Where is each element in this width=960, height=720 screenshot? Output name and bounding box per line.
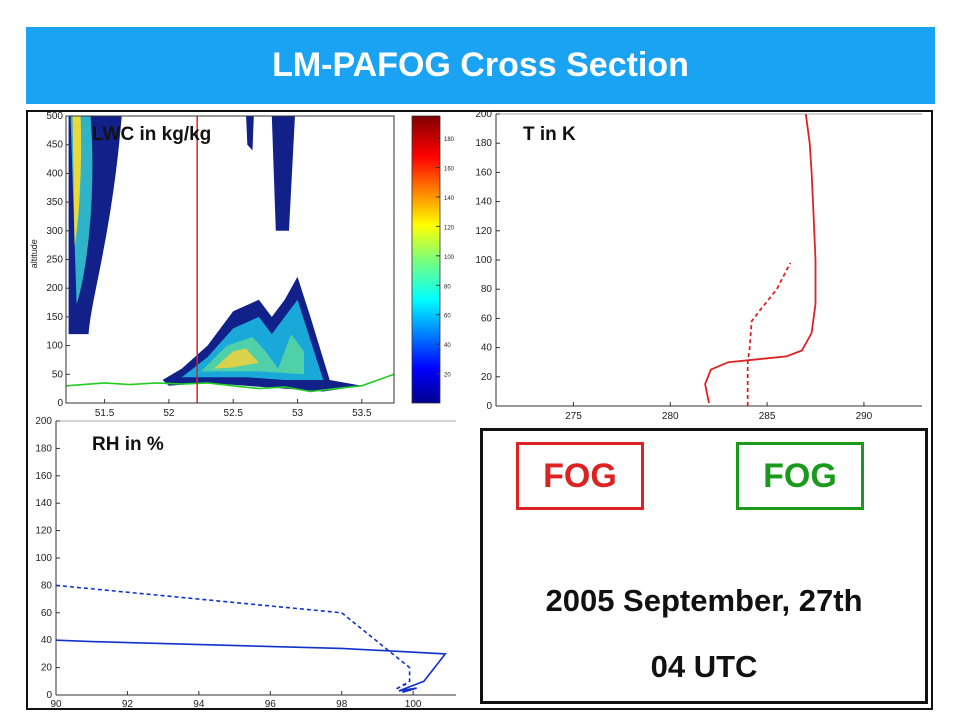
rh-plot-background <box>56 421 456 695</box>
lwc-y-tick-label: 400 <box>46 168 63 179</box>
lwc-y-tick-label: 150 <box>46 312 63 323</box>
lwc-y-tick-label: 450 <box>46 140 63 151</box>
temperature-title: T in K <box>523 124 576 145</box>
rh-y-tick-label: 0 <box>46 690 52 701</box>
temperature-y-tick-label: 100 <box>475 255 492 266</box>
rh-y-tick-label: 40 <box>41 635 53 646</box>
temperature-x-tick-label: 290 <box>856 411 873 422</box>
lwc-y-tick-label: 300 <box>46 226 63 237</box>
rh-x-tick-label: 100 <box>405 699 422 710</box>
page-title: LM-PAFOG Cross Section <box>272 46 689 84</box>
temperature-y-tick-label: 80 <box>481 284 493 295</box>
lwc-colorbar-tick-label: 120 <box>444 225 455 231</box>
info-box <box>480 428 928 704</box>
lwc-colorbar-tick-label: 160 <box>444 167 455 173</box>
rh-series-solid <box>55 639 447 694</box>
lwc-colorbar-tick-label: 180 <box>444 137 455 143</box>
lwc-x-tick-label: 53.5 <box>352 408 372 419</box>
lwc-x-tick-label: 51.5 <box>95 408 115 419</box>
temperature-y-tick-label: 20 <box>481 372 493 383</box>
rh-y-tick-label: 120 <box>35 526 52 537</box>
temperature-y-tick-label: 0 <box>486 401 492 412</box>
lwc-colorbar-tick-label: 20 <box>444 373 451 379</box>
rh-x-tick-label: 96 <box>265 699 277 710</box>
lwc-y-tick-label: 0 <box>57 398 63 409</box>
lwc-cloud-left-peak <box>72 116 82 246</box>
lwc-y-tick-label: 50 <box>52 369 64 380</box>
lwc-y-tick-label: 250 <box>46 255 63 266</box>
lwc-colorbar-tick-label: 100 <box>444 255 455 261</box>
lwc-colorbar-tick-label: 80 <box>444 284 451 290</box>
rh-x-tick-label: 98 <box>336 699 348 710</box>
lwc-chart: 51.5 52 52.5 53 53.5 0 50 100 150 200 250 300 350 400… <box>29 111 455 419</box>
temperature-y-tick-label: 160 <box>475 167 492 178</box>
lwc-y-axis-label: altitude <box>29 239 39 268</box>
lwc-x-tick-label: 52 <box>163 408 175 419</box>
rh-y-tick-label: 80 <box>41 580 53 591</box>
rh-series-dashed <box>55 584 411 691</box>
rh-y-tick-label: 180 <box>35 443 52 454</box>
fog-label-red: FOG <box>516 442 644 510</box>
lwc-cloud-upper-small <box>246 116 254 151</box>
lwc-y-tick-label: 200 <box>46 283 63 294</box>
rh-x-tick-label: 90 <box>50 699 62 710</box>
lwc-colorbar <box>411 115 441 404</box>
rh-y-tick-label: 160 <box>35 471 52 482</box>
lwc-cloud-upper-plume <box>271 116 295 231</box>
lwc-x-tick-label: 53 <box>292 408 304 419</box>
temperature-series-solid <box>704 113 817 404</box>
temperature-y-tick-label: 40 <box>481 343 493 354</box>
lwc-y-tick-label: 350 <box>46 197 63 208</box>
temperature-x-tick-label: 280 <box>662 411 679 422</box>
title-banner: LM-PAFOG Cross Section <box>26 27 935 104</box>
rh-x-tick-label: 92 <box>122 699 134 710</box>
lwc-x-tick-label: 52.5 <box>223 408 243 419</box>
rh-y-tick-label: 20 <box>41 663 53 674</box>
date-line: 2005 September, 27th <box>545 583 863 618</box>
lwc-cloud-lower-core <box>213 348 259 369</box>
temperature-y-tick-label: 120 <box>475 226 492 237</box>
fog-label-green: FOG <box>736 442 864 510</box>
lwc-terrain-line <box>65 373 395 393</box>
temperature-series-dashed <box>746 262 792 406</box>
temperature-y-tick-label: 180 <box>475 138 492 149</box>
lwc-y-tick-label: 500 <box>46 111 63 122</box>
rh-y-tick-label: 60 <box>41 608 53 619</box>
rh-y-tick-label: 100 <box>35 553 52 564</box>
temperature-y-tick-label: 200 <box>475 109 492 120</box>
rh-y-tick-label: 140 <box>35 498 52 509</box>
lwc-colorbar-tick-label: 140 <box>444 196 455 202</box>
rh-x-tick-label: 94 <box>193 699 205 710</box>
rh-y-tick-label: 200 <box>35 416 52 427</box>
lwc-title: LWC in kg/kg <box>92 124 212 145</box>
temperature-x-tick-label: 285 <box>759 411 776 422</box>
temperature-y-tick-label: 60 <box>481 313 493 324</box>
lwc-y-tick-label: 100 <box>46 341 63 352</box>
temperature-chart: 275 280 285 290 0 20 40 60 80 100 120 140 160 180 200 <box>475 109 922 422</box>
lwc-colorbar-tick-label: 40 <box>444 343 451 349</box>
temperature-y-tick-label: 140 <box>475 197 492 208</box>
lwc-colorbar-tick-label: 60 <box>444 314 451 320</box>
temperature-x-tick-label: 275 <box>565 411 582 422</box>
rh-title: RH in % <box>92 434 164 455</box>
temperature-plot-background <box>496 114 922 406</box>
rh-chart: 90 92 94 96 98 100 0 20 40 60 80 100 120 140 160 180 200 <box>35 416 456 710</box>
content-frame <box>26 110 933 710</box>
time-line: 04 UTC <box>650 649 758 684</box>
